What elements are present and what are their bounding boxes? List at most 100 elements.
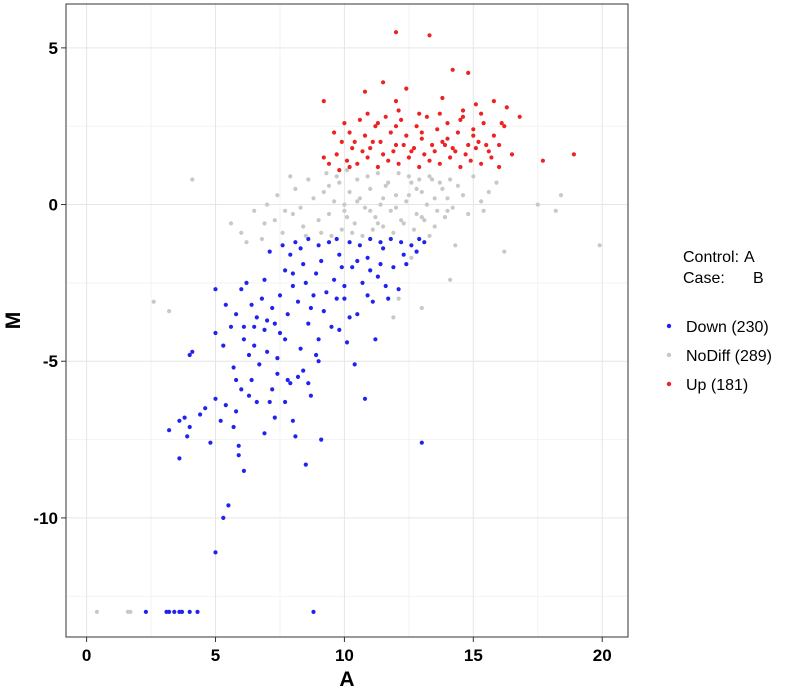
data-point xyxy=(424,114,429,119)
data-point xyxy=(409,149,414,154)
data-point xyxy=(321,309,326,314)
data-point xyxy=(280,243,285,248)
data-point xyxy=(321,155,326,160)
data-point xyxy=(223,403,228,408)
data-point xyxy=(172,609,177,615)
legend-key xyxy=(666,323,672,329)
data-point xyxy=(481,121,486,126)
data-point xyxy=(203,406,208,411)
data-point xyxy=(375,221,380,226)
data-point xyxy=(290,271,295,276)
data-point xyxy=(355,312,360,317)
data-point xyxy=(417,177,422,182)
data-point xyxy=(417,164,422,170)
data-point xyxy=(414,186,419,191)
data-point xyxy=(368,146,373,151)
data-point xyxy=(422,218,427,223)
data-point xyxy=(262,431,267,436)
data-point xyxy=(445,208,450,213)
data-point xyxy=(419,305,424,311)
data-point xyxy=(368,268,373,273)
data-point xyxy=(355,258,360,264)
data-point xyxy=(419,215,424,220)
data-point xyxy=(378,262,383,267)
data-point xyxy=(228,221,234,226)
data-point xyxy=(504,105,509,110)
data-point xyxy=(455,183,460,188)
data-point xyxy=(151,299,156,304)
data-point xyxy=(386,180,391,185)
data-point xyxy=(187,424,192,430)
data-point xyxy=(399,218,404,223)
data-point xyxy=(339,139,344,144)
data-point xyxy=(324,290,329,295)
data-point xyxy=(295,374,301,379)
points xyxy=(94,30,602,615)
data-point xyxy=(167,309,172,314)
x-tick-label: 15 xyxy=(464,646,483,665)
data-point xyxy=(301,262,306,267)
data-point xyxy=(350,146,355,151)
data-point xyxy=(265,349,270,354)
data-point xyxy=(486,189,491,195)
data-point xyxy=(290,283,295,289)
data-point xyxy=(497,142,502,148)
data-point xyxy=(239,287,244,292)
data-point xyxy=(265,318,270,323)
data-point xyxy=(246,352,252,358)
x-tick-label: 5 xyxy=(211,646,220,665)
data-point xyxy=(334,174,339,179)
data-point xyxy=(334,152,339,157)
data-point xyxy=(283,399,288,405)
data-point xyxy=(167,428,172,433)
data-point xyxy=(277,330,283,336)
data-point xyxy=(314,352,319,358)
data-point xyxy=(381,152,386,157)
data-point xyxy=(391,315,396,320)
data-point xyxy=(288,381,293,386)
data-point xyxy=(391,230,396,235)
data-point xyxy=(226,503,231,508)
data-point xyxy=(362,205,368,210)
data-point xyxy=(241,337,246,342)
data-point xyxy=(393,193,399,198)
data-point xyxy=(417,111,422,116)
data-point xyxy=(437,111,442,116)
data-point xyxy=(391,265,396,270)
data-point xyxy=(368,186,373,191)
data-point xyxy=(239,387,244,392)
data-point xyxy=(373,337,378,342)
data-point xyxy=(458,117,463,122)
data-point xyxy=(419,130,424,135)
data-point xyxy=(334,296,339,301)
data-point xyxy=(360,280,365,285)
data-point xyxy=(347,189,352,195)
data-point xyxy=(422,240,427,245)
data-point xyxy=(316,359,321,364)
data-point xyxy=(236,443,241,448)
data-point xyxy=(179,609,185,615)
data-point xyxy=(342,296,347,301)
data-point xyxy=(396,161,401,166)
data-point xyxy=(290,211,295,217)
data-point xyxy=(442,142,448,148)
data-point xyxy=(352,362,357,367)
data-point xyxy=(185,434,190,439)
data-point xyxy=(432,224,437,229)
data-point xyxy=(319,437,324,442)
data-point xyxy=(195,609,200,615)
data-point xyxy=(218,418,223,423)
data-point xyxy=(381,196,386,201)
data-point xyxy=(344,215,350,220)
data-point xyxy=(424,202,429,207)
data-point xyxy=(316,337,321,342)
case-label: Case: xyxy=(683,270,725,287)
data-point xyxy=(458,164,463,170)
data-point xyxy=(311,609,316,615)
data-point xyxy=(411,146,417,151)
data-point xyxy=(409,180,414,185)
data-point xyxy=(414,124,419,129)
data-point xyxy=(481,208,486,213)
data-point xyxy=(535,202,540,207)
data-point xyxy=(393,124,399,129)
